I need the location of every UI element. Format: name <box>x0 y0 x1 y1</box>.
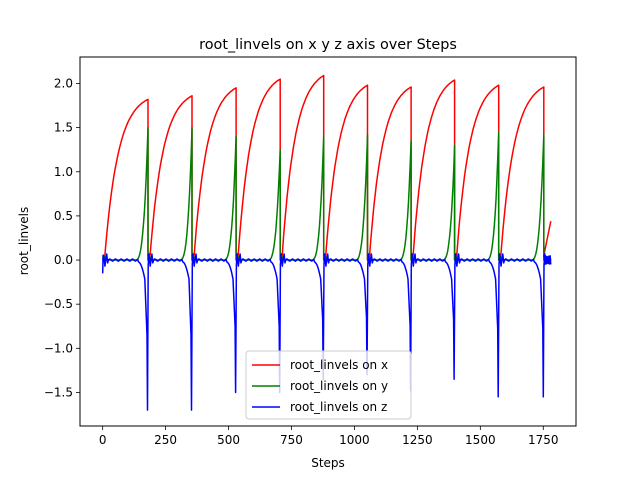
plot-series <box>101 74 552 411</box>
chart-title: root_linvels on x y z axis over Steps <box>199 37 457 53</box>
x-tick-label: 1250 <box>402 433 433 447</box>
legend: root_linvels on x root_linvels on y root_l… <box>245 350 412 420</box>
y-tick-label: 2.0 <box>54 76 73 90</box>
series-line-x <box>102 74 552 261</box>
plot-frame <box>79 56 577 427</box>
y-tick-label: 1.5 <box>54 121 73 135</box>
y-tick-label: 1.0 <box>54 165 73 179</box>
y-axis-label: root_linvels <box>17 207 31 275</box>
x-tick-label: 1750 <box>528 433 559 447</box>
legend-label-y: root_linvels on y <box>290 379 388 393</box>
legend-box <box>245 350 412 420</box>
x-tick-label: 0 <box>99 433 107 447</box>
x-tick-label: 500 <box>217 433 240 447</box>
y-tick-label: −0.5 <box>44 297 73 311</box>
x-tick-label: 750 <box>280 433 303 447</box>
y-tick-label: 0.5 <box>54 209 73 223</box>
y-tick-label: −1.5 <box>44 385 73 399</box>
y-tick-label: 0.0 <box>54 253 73 267</box>
x-tick-label: 1000 <box>339 433 370 447</box>
legend-label-x: root_linvels on x <box>290 358 388 372</box>
x-axis-label: Steps <box>311 456 345 470</box>
x-tick-label: 1500 <box>465 433 496 447</box>
y-tick-label: −1.0 <box>44 341 73 355</box>
y-axis: −1.5 −1.0 −0.5 0.0 0.5 1.0 1.5 2.0 <box>44 76 80 399</box>
legend-label-z: root_linvels on z <box>290 400 387 414</box>
x-axis: 0 250 500 750 1000 1250 1500 1750 <box>99 426 559 447</box>
x-tick-label: 250 <box>154 433 177 447</box>
series-line-z <box>101 253 552 411</box>
